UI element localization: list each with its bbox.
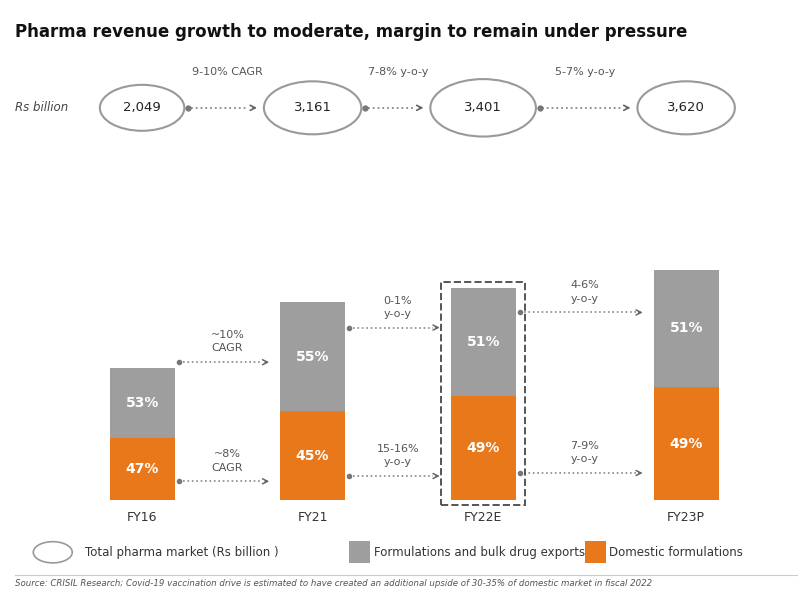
Text: 49%: 49% [466,441,500,455]
Text: 3,161: 3,161 [294,101,331,114]
Bar [349,541,370,563]
Text: Source: CRISIL Research; Covid-19 vaccination drive is estimated to have created: Source: CRISIL Research; Covid-19 vaccin… [15,579,651,588]
Text: FY21: FY21 [297,511,328,524]
Ellipse shape [430,79,535,137]
Text: 47%: 47% [125,462,159,476]
Text: 0-1%: 0-1% [383,296,412,305]
Text: 51%: 51% [466,335,500,349]
Text: FY22E: FY22E [463,511,502,524]
Bar [109,438,174,500]
Text: 3,620: 3,620 [667,101,704,114]
Text: y-o-y: y-o-y [570,454,598,464]
Text: 4-6%: 4-6% [569,280,599,291]
Text: 51%: 51% [668,321,702,335]
Ellipse shape [637,81,734,134]
Text: 2,049: 2,049 [123,101,161,114]
Text: 45%: 45% [295,449,329,462]
Text: 9-10% CAGR: 9-10% CAGR [191,67,263,77]
Bar [653,387,718,500]
Text: 15-16%: 15-16% [376,444,418,454]
Ellipse shape [264,81,361,134]
Text: 7-9%: 7-9% [569,441,599,451]
Text: Domestic formulations: Domestic formulations [608,546,742,559]
Ellipse shape [100,85,184,131]
Bar [280,411,345,500]
Text: FY16: FY16 [127,511,157,524]
Text: Rs billion: Rs billion [15,101,68,114]
Bar [584,541,605,563]
Text: 5-7% y-o-y: 5-7% y-o-y [554,67,614,77]
Bar [440,282,525,506]
Text: Formulations and bulk drug exports: Formulations and bulk drug exports [373,546,584,559]
Text: 53%: 53% [125,397,159,410]
Bar [450,396,515,500]
Text: FY23P: FY23P [667,511,704,524]
Text: y-o-y: y-o-y [384,309,411,319]
Text: ~10%: ~10% [210,330,244,340]
Text: CAGR: CAGR [212,343,242,353]
Bar [280,302,345,411]
Text: CAGR: CAGR [212,462,242,473]
Text: 55%: 55% [295,350,329,364]
Text: 49%: 49% [668,437,702,450]
Bar [653,270,718,387]
Text: Pharma revenue growth to moderate, margin to remain under pressure: Pharma revenue growth to moderate, margi… [15,23,686,41]
Ellipse shape [33,541,72,563]
Bar [109,368,174,438]
Text: y-o-y: y-o-y [384,457,411,467]
Text: Total pharma market (Rs billion ): Total pharma market (Rs billion ) [85,546,278,559]
Text: 7-8% y-o-y: 7-8% y-o-y [367,67,427,77]
Text: y-o-y: y-o-y [570,294,598,304]
Text: ~8%: ~8% [213,449,241,459]
Text: 3,401: 3,401 [464,101,501,114]
Bar [450,288,515,396]
